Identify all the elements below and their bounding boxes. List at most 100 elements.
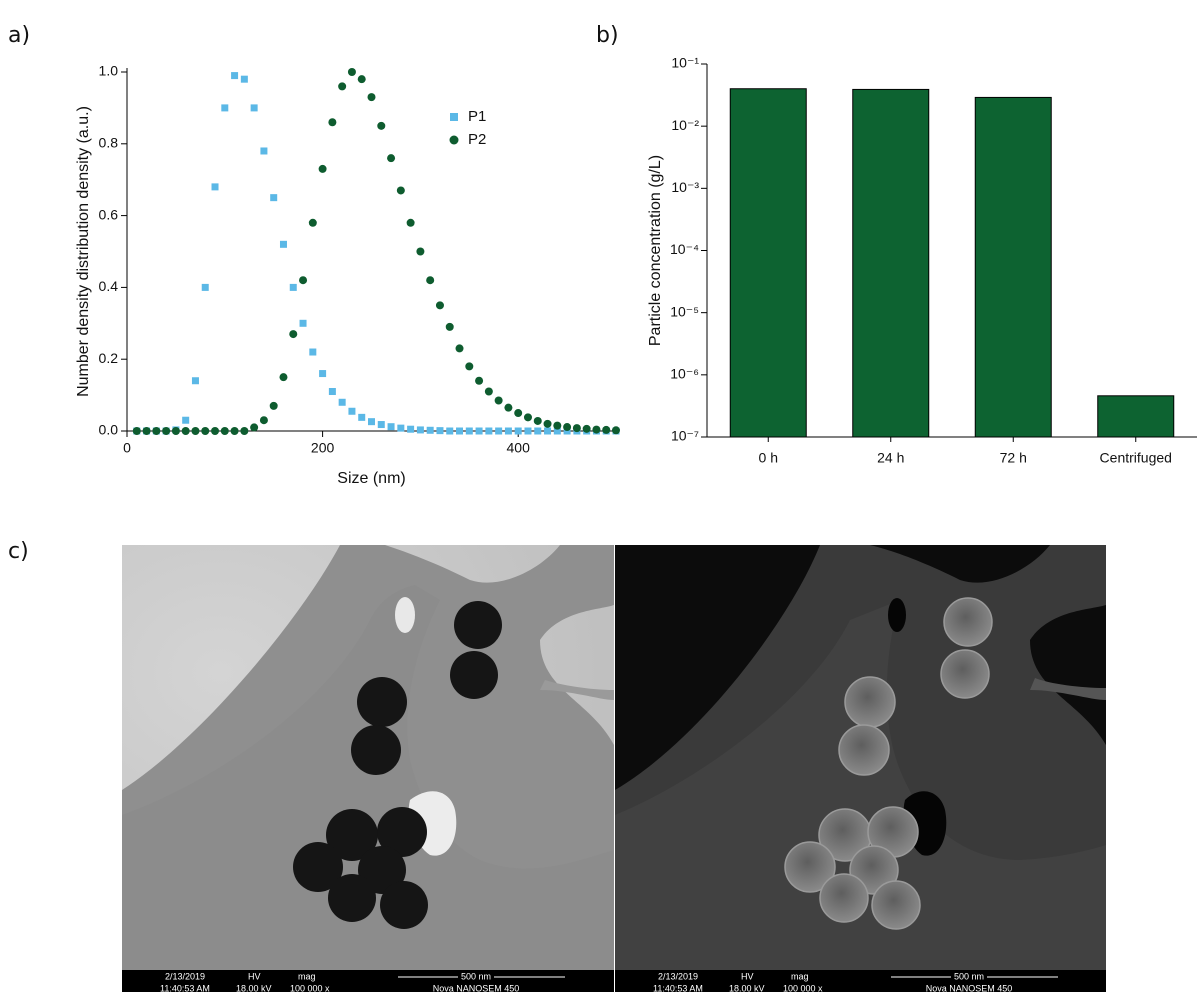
x-tick-label: Centrifuged <box>1100 450 1172 466</box>
point <box>417 426 424 433</box>
point <box>339 399 346 406</box>
point <box>348 408 355 415</box>
point <box>251 104 258 111</box>
x-tick-label: 0 h <box>759 450 778 466</box>
point <box>143 427 151 435</box>
point <box>573 424 581 432</box>
tem-image <box>122 545 614 970</box>
y-tick-label: 10⁻⁶ <box>670 366 699 382</box>
panel-label: a) <box>8 23 30 48</box>
bar <box>975 97 1051 437</box>
point <box>592 426 600 434</box>
point <box>485 428 492 435</box>
point <box>152 427 160 435</box>
x-axis-label: Size (nm) <box>337 470 405 487</box>
sem-mag-label: mag <box>298 971 316 981</box>
y-tick-label: 0.4 <box>99 278 119 294</box>
y-tick-label: 10⁻¹ <box>671 55 699 71</box>
y-tick-label: 1.0 <box>99 63 119 79</box>
point <box>221 427 229 435</box>
y-tick-label: 10⁻⁴ <box>670 241 699 257</box>
y-tick-label: 10⁻² <box>671 117 699 133</box>
point <box>563 423 571 431</box>
point <box>544 428 551 435</box>
point <box>485 388 493 396</box>
x-tick-label: 400 <box>507 440 531 456</box>
y-tick-label: 0.6 <box>99 206 119 222</box>
point <box>368 418 375 425</box>
point <box>211 427 219 435</box>
point <box>348 68 356 76</box>
point <box>397 186 405 194</box>
y-tick-label: 0.0 <box>99 422 119 438</box>
point <box>358 414 365 421</box>
point <box>270 194 277 201</box>
sem-image <box>615 545 1106 970</box>
point <box>299 276 307 284</box>
point <box>270 402 278 410</box>
point <box>524 428 531 435</box>
sem-date: 2/13/2019 <box>658 971 698 981</box>
point <box>505 428 512 435</box>
point <box>465 362 473 370</box>
point <box>524 413 532 421</box>
point <box>260 147 267 154</box>
y-axis-label: Particle concentration (g/L) <box>647 155 664 346</box>
bar <box>1098 396 1174 437</box>
point <box>279 373 287 381</box>
sem-scale: 500 nm <box>461 971 491 981</box>
point <box>427 427 434 434</box>
point <box>191 427 199 435</box>
sem-instrument: Nova NANOSEM 450 <box>926 983 1013 992</box>
point <box>368 93 376 101</box>
point <box>583 425 591 433</box>
sem-scale: 500 nm <box>954 971 984 981</box>
point <box>212 183 219 190</box>
point <box>436 301 444 309</box>
legend-marker <box>450 113 458 121</box>
point <box>504 404 512 412</box>
point <box>309 219 317 227</box>
point <box>260 416 268 424</box>
panel-label: c) <box>8 539 29 564</box>
legend-label: P1 <box>468 108 486 125</box>
y-tick-label: 0.2 <box>99 350 119 366</box>
point <box>388 423 395 430</box>
point <box>436 427 443 434</box>
point <box>202 284 209 291</box>
point <box>289 330 297 338</box>
x-tick-label: 0 <box>123 440 131 456</box>
point <box>446 323 454 331</box>
y-tick-label: 10⁻³ <box>671 179 699 195</box>
point <box>456 428 463 435</box>
point <box>300 320 307 327</box>
point <box>328 118 336 126</box>
x-tick-label: 24 h <box>877 450 904 466</box>
point <box>446 428 453 435</box>
point <box>280 241 287 248</box>
point <box>416 248 424 256</box>
point <box>231 72 238 79</box>
point <box>476 428 483 435</box>
point <box>241 76 248 83</box>
info-bar: 2/13/2019 11:40:53 AM HV 18.00 kV mag 10… <box>122 970 1106 992</box>
point <box>250 423 258 431</box>
sem-time: 11:40:53 AM <box>160 983 210 992</box>
x-tick-label: 200 <box>311 440 335 456</box>
point <box>456 344 464 352</box>
sem-mag: 100 000 x <box>783 983 823 992</box>
point <box>240 427 248 435</box>
point <box>192 377 199 384</box>
bar <box>853 89 929 437</box>
sem-mag-label: mag <box>791 971 809 981</box>
point <box>534 417 542 425</box>
point <box>407 219 415 227</box>
point <box>231 427 239 435</box>
point <box>378 421 385 428</box>
point <box>319 165 327 173</box>
sem-date: 2/13/2019 <box>165 971 205 981</box>
x-tick-label: 72 h <box>1000 450 1027 466</box>
point <box>514 409 522 417</box>
panel-label: b) <box>596 23 619 48</box>
point <box>475 377 483 385</box>
